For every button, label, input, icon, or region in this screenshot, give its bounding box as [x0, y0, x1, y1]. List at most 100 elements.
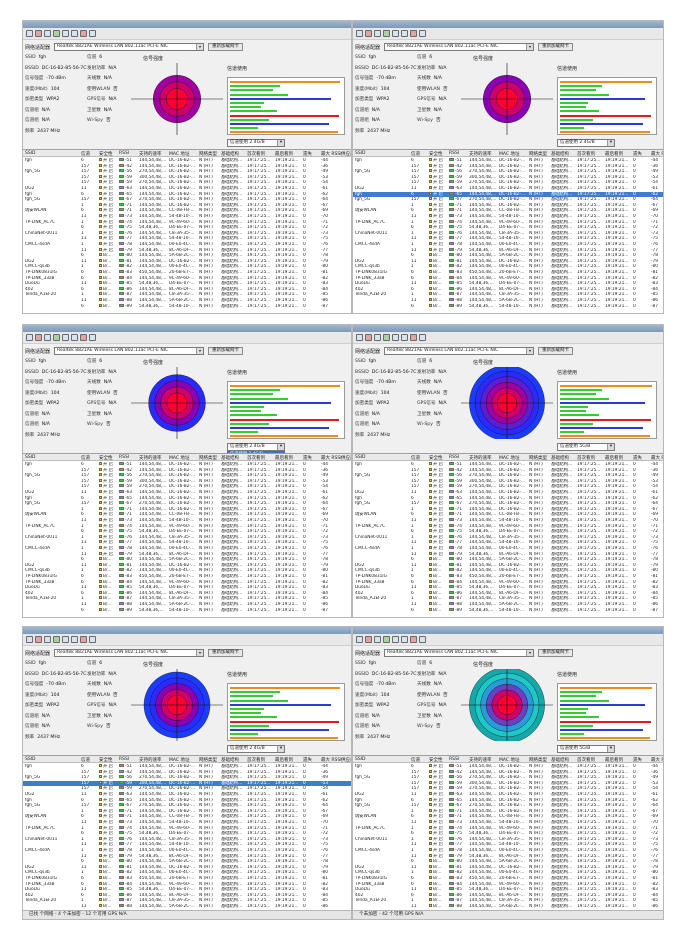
toolbar-button-icon[interactable] [62, 30, 69, 37]
toolbar-button-icon[interactable] [53, 334, 60, 341]
column-header[interactable]: 首次看到 [577, 152, 595, 157]
table-row[interactable]: CMCC-qs3b 1 B/... -82 144,54,48,... 00-E0-4C-… [353, 264, 663, 270]
table-row[interactable]: fgh_5G 157 开 启 -67 270,54,48,... DC-16-B2-...… [23, 803, 351, 809]
table-row[interactable]: TP-LINK_33a8 6 B/... -84 144,54,48,... 9C-49-… [353, 881, 663, 888]
toolbar-button-icon[interactable] [53, 30, 60, 37]
table-row[interactable]: 11 开 启 -77 144,54,48,... 54-48-10-... N (HT) 基… [353, 236, 663, 242]
table-row[interactable]: 11 开 启 -77 144,54,48,... 54-48-10-... N (HT) 基… [23, 540, 351, 546]
table-row[interactable]: 402 6 B/... -86 144,54,48,... 8C-A6-DF-... N (… [23, 590, 351, 597]
column-header[interactable]: 基础结构 [551, 152, 569, 157]
column-header[interactable]: 信道 [411, 456, 420, 461]
chevron-down-icon[interactable]: ▾ [277, 140, 284, 146]
table-row[interactable]: fgh_5G 157 开 启 -67 270,54,48,... DC-16-B2-...… [23, 501, 351, 507]
table-row[interactable]: 6 B/... -89 54,48,36,... 54-48-10-... N (HT) 基… [353, 303, 663, 310]
toolbar-button-icon[interactable] [419, 636, 426, 643]
column-header[interactable]: MAC 地址 [169, 152, 190, 157]
table-row[interactable]: 11 开 启 -73 144,54,48,... 54-48-10-... N (HT) 基… [23, 518, 351, 524]
table-row[interactable]: TP-LINK_AC7C 1 开 启 -74 144,54,48,... 9C-49-60… [353, 523, 663, 530]
column-header[interactable]: RSSI [119, 757, 130, 762]
toolbar-button-icon[interactable] [410, 334, 417, 341]
table-row[interactable]: 11 B/... -88 144,54,48,... 5A-6B-2C-... N (HT… [353, 298, 663, 304]
table-row[interactable]: CMCC-4sdA 1 开 启 -78 144,54,48,... 00-E0-4C-..… [353, 242, 663, 248]
column-header[interactable]: MAC 地址 [499, 758, 520, 763]
toolbar-button-icon[interactable] [35, 30, 42, 37]
reload-adapter-button[interactable]: 重新加载网卡 [208, 43, 244, 51]
table-row[interactable]: fgh 6 开 启 -65 144,54,48,... DC-16-B2-... N (HT… [353, 797, 663, 804]
toolbar-button-icon[interactable] [26, 334, 33, 341]
table-row[interactable]: ChinaNet-0011 1 开 启 -76 144,54,48,... C8-3A-3… [23, 230, 351, 237]
table-row[interactable]: ChinaNet-0011 1 开 启 -76 144,54,48,... C8-3A-3… [23, 836, 351, 843]
table-row[interactable]: 157 开 启 -59 270,54,48,... DC-16-B2-... N (HT)… [23, 786, 351, 792]
column-header[interactable]: 基础结构 [221, 152, 239, 157]
table-row[interactable]: CMCC-qs3b 1 B/... -82 144,54,48,... 00-E0-4C-… [353, 870, 663, 876]
table-row[interactable]: 11 B/... -88 144,54,48,... 5A-6B-2C-... N (HT… [23, 298, 351, 304]
column-header[interactable]: RSSI [119, 151, 130, 156]
toolbar-button-icon[interactable] [44, 334, 51, 341]
table-row[interactable]: DG2 11 开 启 -63 144,54,48,... DC-16-B2-... N (H… [23, 490, 351, 496]
column-header[interactable]: MAC 地址 [169, 758, 190, 763]
table-row[interactable]: 11 开 启 -73 144,54,48,... 54-48-10-... N (HT) 基… [23, 820, 351, 826]
table-row[interactable]: 157 开 启 -59 300,54,48,... DC-16-B2-... N (HT)… [353, 478, 663, 485]
table-row[interactable]: 11 开 启 -73 144,54,48,... 54-48-10-... N (HT) 基… [353, 820, 663, 826]
table-row[interactable]: TP-LINK0831IG 6 B/... -83 450,54,48,... 20-6B… [23, 876, 351, 882]
table-row[interactable]: 11 开 启 -79 54,48,36,... 8C-A6-DF-... N (HT) 基础… [353, 247, 663, 254]
table-row[interactable]: 157 开 启 -42 144,54,48,... DC-16-B2-... N (HT)… [23, 467, 351, 474]
adapter-select[interactable]: Realtek 8821AE Wireless LAN 802.11ac PCI… [54, 649, 205, 657]
column-header[interactable]: RSSI [119, 455, 130, 460]
table-row[interactable]: 157 开 启 -42 144,54,48,... DC-16-B2-... N (HT)… [353, 467, 663, 474]
toolbar-button-icon[interactable] [26, 636, 33, 643]
column-header[interactable]: 安全性 [429, 152, 443, 157]
column-header[interactable]: 最后看到 [605, 456, 623, 461]
chevron-down-icon[interactable]: ▾ [196, 650, 204, 656]
table-row[interactable]: TP-LINK_AC7C 1 开 启 -74 144,54,48,... 9C-49-60… [23, 219, 351, 226]
chevron-down-icon[interactable]: ▾ [607, 746, 614, 752]
table-row[interactable]: 6 B/... -89 54,48,36,... 54-48-10-... N (HT) 基… [353, 607, 663, 614]
table-row[interactable]: 157 开 启 -59 270,54,48,... DC-16-B2-... N (HT)… [23, 180, 351, 186]
column-header[interactable]: 基础结构 [551, 758, 569, 763]
toolbar-button-icon[interactable] [44, 636, 51, 643]
toolbar-button-icon[interactable] [80, 636, 87, 643]
table-row[interactable]: 402 6 B/... -86 144,54,48,... 8C-A6-DF-... N (… [353, 286, 663, 293]
chevron-down-icon[interactable]: ▾ [196, 348, 204, 354]
chevron-down-icon[interactable]: ▾ [196, 44, 204, 50]
table-row[interactable]: 11 开 启 -79 54,48,36,... 8C-A6-DF-... N (HT) 基础… [23, 247, 351, 254]
toolbar-button-icon[interactable] [401, 30, 408, 37]
table-row[interactable]: 11 开 启 -73 144,54,48,... 54-48-10-... N (HT) 基… [353, 518, 663, 524]
table-row[interactable]: Tenda_A1EF20 1 B/... -87 144,54,48,... C8-3A-… [23, 596, 351, 602]
table-row[interactable]: Tenda_A1EF20 1 B/... -87 144,54,48,... C8-3A-… [353, 898, 663, 904]
table-row[interactable]: ChinaNet-0011 1 开 启 -76 144,54,48,... C8-3A-3… [353, 836, 663, 843]
table-row[interactable]: 瑞安WLAN 6 开 启 -71 144,54,48,... CC-08-FB-... N … [23, 814, 351, 820]
reload-adapter-button[interactable]: 重新加载网卡 [538, 649, 574, 657]
channel-usage-select[interactable]: 信道使用 5G/B ▾ [557, 443, 615, 451]
column-header[interactable]: 支持的速率 [469, 758, 492, 763]
table-row[interactable]: 11 开 启 -77 144,54,48,... 54-48-10-... N (HT) 基… [353, 842, 663, 848]
table-row[interactable]: 157 开 启 -59 300,54,48,... DC-16-B2-... N (HT)… [23, 780, 351, 787]
column-header[interactable]: 最大 RSSI [321, 456, 342, 461]
table-row[interactable]: 11 开 启 -79 54,48,36,... 8C-A6-DF-... N (HT) 基础… [23, 853, 351, 860]
chevron-down-icon[interactable]: ▾ [526, 348, 534, 354]
toolbar-button-icon[interactable] [356, 334, 363, 341]
table-row[interactable]: ChinaNet-0011 1 开 启 -76 144,54,48,... C8-3A-3… [353, 534, 663, 541]
toolbar-button-icon[interactable] [401, 334, 408, 341]
column-header[interactable]: 遗失 [303, 456, 312, 461]
table-row[interactable]: DG2 11 B/... -81 144,54,48,... DC-16-B2-... N … [353, 562, 663, 569]
reload-adapter-button[interactable]: 重新加载网卡 [538, 43, 574, 51]
table-row[interactable]: TP-LINK_AC7C 1 开 启 -74 144,54,48,... 9C-49-60… [23, 825, 351, 832]
table-row[interactable]: ChinaNet-0011 1 开 启 -76 144,54,48,... C8-3A-3… [353, 230, 663, 237]
table-row[interactable]: TP-LINK0831IG 6 B/... -83 450,54,48,... 20-6B… [23, 270, 351, 276]
toolbar-button-icon[interactable] [89, 636, 96, 643]
table-row[interactable]: DuoDu 11 B/... -85 54,48,36,... D4-EE-07-... N… [23, 887, 351, 893]
column-header[interactable]: 遗失 [633, 152, 642, 157]
toolbar-button-icon[interactable] [89, 334, 96, 341]
column-header[interactable]: 网络类型 [529, 456, 547, 461]
table-row[interactable]: 11 开 启 -73 144,54,48,... 54-48-10-... N (HT) 基… [23, 214, 351, 220]
table-row[interactable]: 11 开 启 -77 144,54,48,... 54-48-10-... N (HT) 基… [23, 236, 351, 242]
